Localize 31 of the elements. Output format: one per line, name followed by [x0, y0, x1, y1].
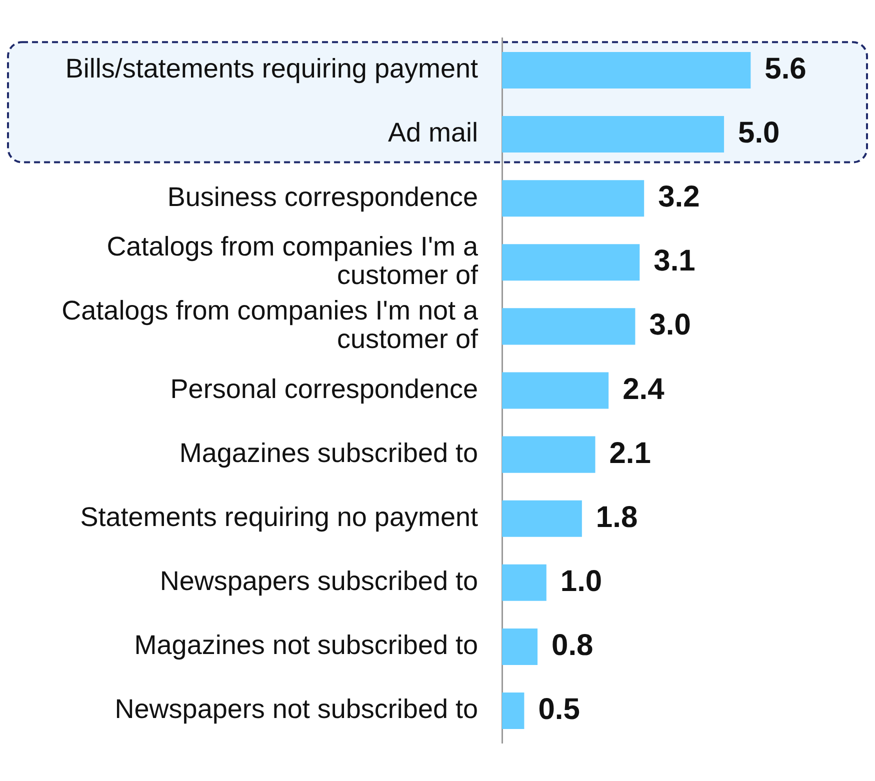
- data-label: 5.6: [764, 52, 806, 86]
- bar: [502, 628, 538, 665]
- data-label: 0.5: [538, 693, 580, 726]
- bar: [502, 564, 546, 601]
- data-label: 0.8: [552, 629, 594, 662]
- data-label: 2.4: [622, 372, 665, 406]
- data-label: 5.0: [738, 116, 780, 150]
- bar: [502, 436, 596, 473]
- bar: [502, 180, 644, 217]
- bar: [502, 372, 609, 409]
- y-tick-label: Statements requiring no payment: [80, 502, 478, 532]
- data-label: 3.2: [658, 180, 700, 214]
- y-tick-label: Catalogs from companies I'm a customer of: [106, 232, 479, 290]
- y-tick-label: Personal correspondence: [170, 374, 478, 404]
- bar: [502, 308, 636, 345]
- y-tick-label: Bills/statements requiring payment: [65, 54, 478, 84]
- y-tick-label: Magazines subscribed to: [179, 438, 478, 468]
- data-label: 3.0: [649, 308, 691, 342]
- y-tick-label: Ad mail: [388, 118, 478, 148]
- y-tick-label: Newspapers subscribed to: [160, 566, 478, 596]
- y-tick-label: Business correspondence: [167, 182, 478, 212]
- data-label: 1.8: [596, 500, 638, 534]
- bar: [502, 244, 640, 281]
- y-tick-label: Newspapers not subscribed to: [114, 694, 478, 724]
- y-tick-label: Magazines not subscribed to: [134, 630, 478, 660]
- bar: [502, 692, 524, 730]
- data-label: 2.1: [609, 436, 651, 470]
- data-label: 1.0: [560, 564, 602, 598]
- y-tick-label: Catalogs from companies I'm not a customer of: [62, 296, 479, 354]
- data-label: 3.1: [654, 244, 696, 278]
- bar: [502, 500, 582, 537]
